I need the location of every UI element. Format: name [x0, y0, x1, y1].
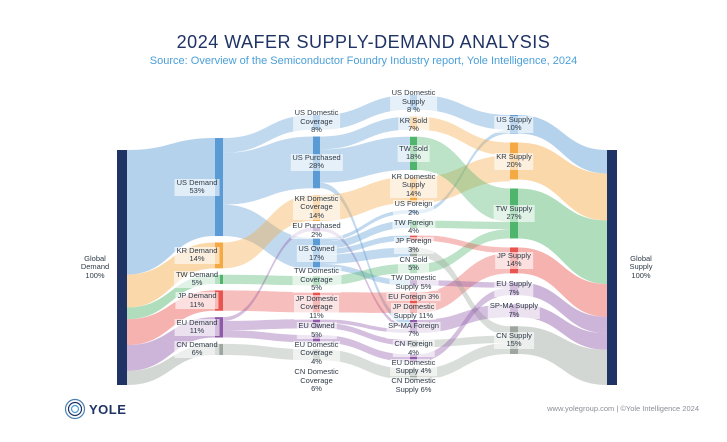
sankey-node-label-jpds: JP Domestic Supply 11% — [390, 302, 437, 320]
sankey-link-cnds-cnsu — [417, 342, 510, 380]
sankey-node-label-krs: KR Sold 7% — [397, 115, 430, 134]
sankey-link-twf-twsu — [417, 220, 510, 230]
sankey-node-label-euo: EU Owned 5% — [296, 321, 337, 339]
sankey-link-krd-krdc — [223, 195, 313, 269]
sankey-node-label-usd: US Demand 53% — [174, 177, 220, 196]
sankey-node-label-twsu: TW Supply 27% — [493, 203, 535, 222]
sankey-node-label-jpf: JP Foreign 3% — [393, 236, 434, 254]
sankey-node-label-gs: Global Supply 100% — [629, 253, 653, 280]
sankey-link-usp-krs — [320, 116, 410, 150]
sankey-link-eudc-euds — [320, 335, 410, 362]
sankey-node-label-usp: US Purchased 28% — [290, 152, 343, 171]
sankey-link-uso-euf — [320, 263, 410, 286]
sankey-link-uso-cns — [320, 247, 410, 264]
sankey-link-eusu-gs — [518, 282, 607, 334]
sankey-link-usd-usdc — [223, 115, 313, 153]
sankey-link-eud-eup — [223, 227, 313, 321]
sankey-link-jpf-jpsu — [417, 235, 510, 253]
sankey-link-uso-usf — [320, 209, 410, 242]
sankey-link-cndc-cnds — [320, 349, 410, 380]
sankey-node-label-cns: CN Sold 5% — [397, 254, 430, 273]
sankey-node-label-twf: TW Foreign 4% — [391, 217, 436, 236]
yole-logo-icon — [64, 398, 86, 420]
sankey-link-eud-euo — [223, 319, 313, 331]
sankey-link-twsu-gs — [518, 188, 607, 284]
sankey-link-eud-eudc — [223, 330, 313, 343]
sankey-node-label-cnd: CN Demand 6% — [174, 339, 220, 358]
sankey-node-label-cnf: CN Foreign 4% — [392, 339, 435, 357]
sankey-node-label-usdc: US Domestic Coverage 8% — [292, 108, 341, 135]
page-subtitle: Source: Overview of the Semiconductor Fo… — [149, 55, 578, 67]
sankey-node-label-twd: TW Demand 5% — [173, 269, 221, 288]
sankey-node-label-cnds: CN Domestic Supply 6% — [389, 376, 438, 394]
sankey-node-label-tws: TW Sold 18% — [397, 143, 430, 162]
sankey-node-label-jpsu: JP Supply 14% — [495, 250, 533, 269]
sankey-node-label-spf: SP-MA Foreign 7% — [386, 320, 441, 339]
sankey-link-jpd-jpdc — [223, 290, 313, 313]
sankey-node-jpds — [410, 292, 417, 313]
yole-logo-text: YOLE — [89, 401, 127, 417]
sankey-link-usds-uss — [417, 95, 510, 130]
sankey-link-usp-spf — [320, 182, 410, 326]
sankey-node-label-krd: KR Demand 14% — [174, 245, 220, 264]
sankey-link-usd-usp — [223, 136, 313, 205]
sankey-node-label-eud: EU Demand 11% — [174, 317, 220, 336]
sankey-link-cnd-cndc — [223, 343, 313, 361]
sankey-link-spsu-gs — [518, 304, 607, 350]
sankey-link-twdc-twds — [320, 263, 410, 286]
sankey-node-label-cndc: CN Domestic Coverage 6% — [292, 367, 341, 394]
sankey-node-gd — [117, 150, 127, 385]
sankey-link-uso-twf — [320, 220, 410, 250]
sankey-link-uss-gs — [518, 115, 607, 174]
sankey-link-cnsu-gs — [518, 326, 607, 385]
sankey-node-label-eusu: EU Supply 7% — [494, 279, 534, 298]
yole-logo: YOLE — [64, 398, 126, 420]
sankey-node-label-twds: TW Domestic Supply 5% — [389, 273, 438, 291]
sankey-link-cnf-cnsu — [417, 335, 510, 348]
sankey-node-label-usds: US Domestic Supply 8 % — [389, 88, 438, 115]
sankey-link-cns-cnsu — [417, 247, 510, 336]
sankey-link-tws-twsu — [417, 136, 510, 222]
footer-credit: www.yolegroup.com | ©Yole Intelligence 2… — [547, 404, 699, 413]
sankey-link-euds-eusu — [417, 287, 510, 362]
sankey-node-label-usf: US Foreign 2% — [392, 199, 435, 217]
sankey-node-gs — [607, 150, 617, 385]
sankey-node-label-cnsu: CN Supply 15% — [494, 330, 534, 349]
sankey-node-label-gd: Global Demand 100% — [80, 253, 110, 280]
sankey-node-label-krdc: KR Domestic Coverage 14% — [292, 193, 341, 221]
sankey-link-jpsu-gs — [518, 247, 607, 317]
sankey-link-twd-twdc — [223, 274, 313, 286]
sankey-node-label-krsu: KR Supply 20% — [494, 151, 534, 170]
sankey-link-gd-usd — [127, 138, 215, 275]
sankey-node-euds — [410, 354, 417, 362]
sankey-node-label-eup: EU Purchased 2% — [290, 221, 343, 240]
sankey-node-label-twdc: TW Domestic Coverage 5% — [292, 266, 341, 293]
sankey-link-euo-cnf — [320, 322, 410, 346]
sankey-link-twds-twsu — [417, 229, 510, 274]
sankey-link-uso-jpf — [320, 235, 410, 255]
sankey-node-label-jpd: JP Demand 11% — [175, 291, 219, 310]
sankey-link-krs-krsu — [417, 116, 510, 156]
sankey-node-label-euds: EU Domestic Supply 4% — [389, 357, 438, 376]
page-title: 2024 WAFER SUPPLY-DEMAND ANALYSIS — [176, 32, 551, 52]
sankey-link-euf-eusu — [417, 280, 510, 288]
sankey-link-krdc-krds — [320, 177, 410, 221]
sankey-link-usdc-usds — [320, 95, 410, 130]
sankey-node-label-jpdc: JP Domestic Coverage 11% — [293, 293, 340, 320]
sankey-link-krsu-gs — [518, 142, 607, 221]
sankey-node-label-uss: US Supply 10% — [494, 114, 534, 133]
sankey-link-usd-uso — [223, 204, 313, 270]
sankey-node-label-uso: US Owned 17% — [296, 244, 337, 263]
sankey-node-label-spsu: SP-MA Supply 7% — [487, 301, 541, 320]
sankey-node-label-eudc: EU Domestic Coverage 4% — [292, 339, 341, 366]
sankey-link-krds-krsu — [417, 155, 510, 203]
sankey-node-label-krds: KR Domestic Supply 14% — [389, 171, 438, 198]
sankey-link-eup-spf — [320, 227, 410, 330]
sankey-link-usf-uss — [417, 129, 510, 214]
sankey-node-jpd — [215, 290, 223, 311]
sankey-link-usp-tws — [320, 136, 410, 183]
sankey-node-label-euf: EU Foreign 3% — [386, 291, 441, 301]
